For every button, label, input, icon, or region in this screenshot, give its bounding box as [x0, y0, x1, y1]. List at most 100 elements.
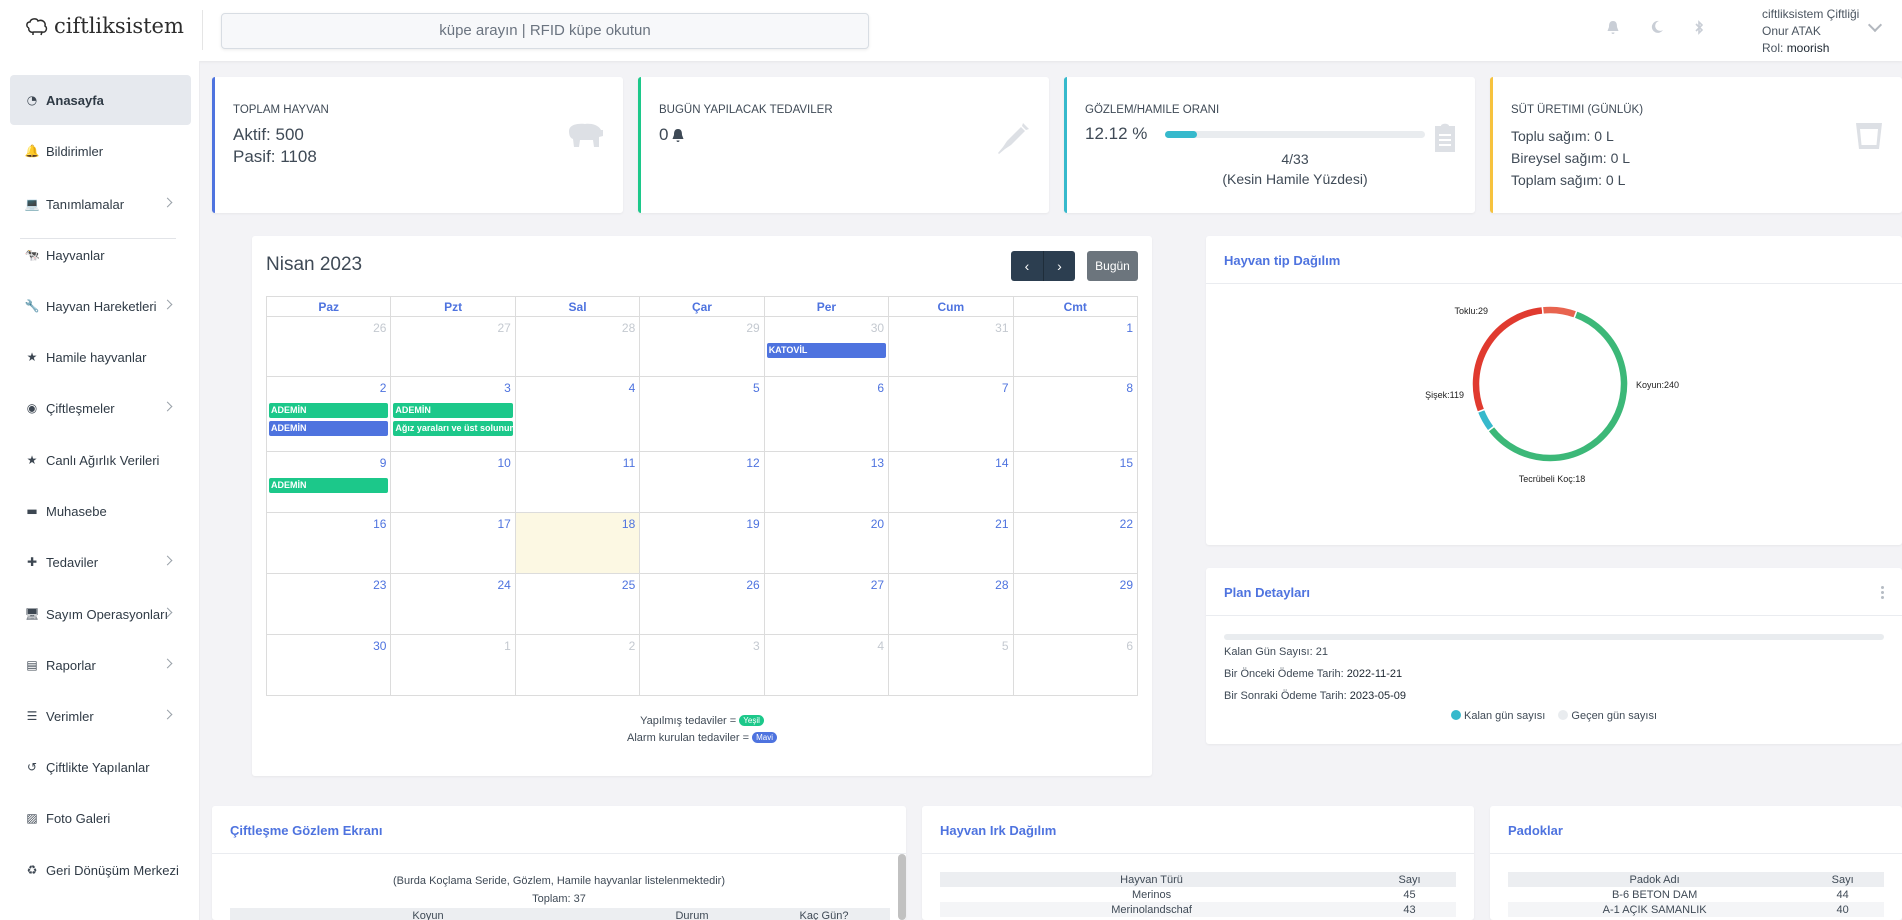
calendar-day[interactable]: 3 ADEMİN Ağız yaraları ve üst solunum	[390, 376, 516, 452]
calendar-day[interactable]: 24	[390, 573, 516, 635]
sidebar-item[interactable]: ↺ Çiftlikte Yapılanlar	[10, 742, 191, 792]
calendar-day[interactable]: 30 KATOVİL	[763, 316, 890, 377]
sidebar-item[interactable]: 🐄 Hayvanlar	[10, 230, 191, 280]
column-header[interactable]: Kaç Gün?	[758, 908, 890, 920]
calendar-event[interactable]: ADEMİN	[269, 421, 389, 436]
sidebar-item[interactable]: ☰ Verimler	[10, 691, 191, 741]
sidebar-item[interactable]: 🔔 Bildirimler	[10, 126, 191, 176]
calendar-day[interactable]: 20	[763, 512, 890, 574]
calendar-day[interactable]: 11	[514, 451, 641, 513]
calendar-day[interactable]: 12	[639, 451, 765, 513]
calendar-day[interactable]: 22	[1012, 512, 1139, 574]
calendar-day[interactable]: 1	[1012, 316, 1139, 377]
sidebar-item[interactable]: ◉ Çiftleşmeler	[10, 383, 191, 433]
day-number: 5	[1001, 639, 1009, 653]
milk-production-card: SÜT ÜRETIMI (GÜNLÜK) Toplu sağım: 0 L Bi…	[1490, 77, 1902, 213]
more-options-icon[interactable]	[1881, 586, 1884, 599]
pie-slice-koyun[interactable]	[1486, 309, 1629, 463]
brand-logo[interactable]: ciftliksistem	[24, 14, 184, 38]
user-role: moorish	[1786, 41, 1830, 55]
calendar-day[interactable]: 13	[763, 451, 890, 513]
sidebar-item[interactable]: 🖥 Sayım Operasyonları	[10, 589, 191, 639]
calendar-day[interactable]: 9 ADEMİN	[265, 451, 392, 513]
sidebar-item-label: Çiftlikte Yapılanlar	[46, 759, 150, 775]
sidebar-item[interactable]: ✚ Tedaviler	[10, 537, 191, 587]
calendar-day[interactable]: 4	[763, 634, 890, 696]
calendar-day[interactable]: 27	[390, 316, 516, 377]
calendar-day[interactable]: 29	[639, 316, 765, 377]
next-month-button[interactable]: ›	[1043, 251, 1075, 281]
legend-alarm-text: Alarm kurulan tedaviler =	[627, 732, 750, 744]
calendar-day[interactable]: 15	[1012, 451, 1139, 513]
day-number: 18	[621, 517, 636, 531]
calendar-day[interactable]: 18	[514, 512, 641, 574]
calendar-day[interactable]: 7	[888, 376, 1014, 452]
calendar-day[interactable]: 17	[390, 512, 516, 574]
calendar-event[interactable]: KATOVİL	[766, 343, 887, 358]
chevron-down-icon[interactable]	[1867, 17, 1883, 33]
calendar-day[interactable]: 28	[514, 316, 641, 377]
calendar-day[interactable]: 2 ADEMİN ADEMİN	[265, 376, 392, 452]
calendar-day[interactable]: 5	[888, 634, 1014, 696]
sidebar-item[interactable]: ♻ Geri Dönüşüm Merkezi	[10, 845, 191, 895]
calendar-day[interactable]: 27	[763, 573, 890, 635]
calendar-day[interactable]: 8	[1012, 376, 1139, 452]
prev-month-button[interactable]: ‹	[1011, 251, 1043, 281]
sidebar-item[interactable]: ★ Hamile hayvanlar	[10, 332, 191, 382]
pie-slice-toklu[interactable]	[1541, 305, 1578, 320]
bluetooth-icon[interactable]	[1690, 20, 1708, 38]
calendar-day[interactable]: 5	[639, 376, 765, 452]
user-menu[interactable]: ciftliksistem Çiftliği Onur ATAK Rol: mo…	[1762, 6, 1859, 57]
calendar-day[interactable]: 2	[514, 634, 641, 696]
calendar-day[interactable]: 10	[390, 451, 516, 513]
column-header[interactable]: Koyun	[230, 908, 626, 920]
calendar-day[interactable]: 31	[888, 316, 1014, 377]
sidebar-item[interactable]: 💻 Tanımlamalar	[10, 179, 191, 229]
calendar-day[interactable]: 14	[888, 451, 1014, 513]
calendar-day[interactable]: 26	[265, 316, 392, 377]
weekday-header: Paz	[265, 296, 392, 317]
calendar-week: 2 ADEMİN ADEMİN 3 ADEMİN Ağız yaraları ve üst…	[265, 376, 1139, 452]
day-number: 30	[870, 321, 885, 335]
calendar-event[interactable]: Ağız yaraları ve üst solunum	[393, 421, 513, 436]
calendar-day[interactable]: 23	[265, 573, 392, 635]
day-number: 3	[504, 381, 511, 395]
bell-icon[interactable]	[1604, 20, 1622, 38]
calendar-event[interactable]: ADEMİN	[269, 478, 389, 493]
calendar-day[interactable]: 19	[639, 512, 765, 574]
sidebar-item[interactable]: ★ Canlı Ağırlık Verileri	[10, 435, 191, 485]
sidebar-item[interactable]: ◔ Anasayfa	[10, 75, 191, 125]
calendar-day[interactable]: 16	[265, 512, 392, 574]
calendar-day[interactable]: 1	[390, 634, 516, 696]
search-input[interactable]: küpe arayın | RFID küpe okutun	[221, 13, 869, 49]
today-button[interactable]: Bugün	[1087, 251, 1138, 281]
calendar-day[interactable]: 25	[514, 573, 641, 635]
sidebar-item-label: Bildirimler	[46, 143, 104, 159]
pregnancy-progress-bar	[1165, 131, 1425, 138]
day-number: 5	[753, 381, 760, 395]
calendar-day[interactable]: 3	[639, 634, 765, 696]
total-animals-card: TOPLAM HAYVAN Aktif: 500 Pasif: 1108	[212, 77, 623, 213]
calendar-day[interactable]: 28	[888, 573, 1014, 635]
calendar-day[interactable]: 6	[763, 376, 890, 452]
calendar-event[interactable]: ADEMİN	[393, 403, 513, 418]
calendar-day[interactable]: 30	[265, 634, 392, 696]
sidebar-item[interactable]: ▬ Muhasebe	[10, 486, 191, 536]
scrollbar[interactable]	[898, 854, 906, 920]
paddocks-card: Padoklar Padok Adı Sayı B-6 BETON DAM 44…	[1490, 806, 1902, 920]
column-header[interactable]: Durum	[626, 908, 758, 920]
sidebar-item[interactable]: ▤ Raporlar	[10, 640, 191, 690]
calendar-event[interactable]: ADEMİN	[269, 403, 389, 418]
calendar-day[interactable]: 4	[514, 376, 641, 452]
calendar-day[interactable]: 26	[639, 573, 765, 635]
sidebar-item[interactable]: ▨ Foto Galeri	[10, 793, 191, 843]
calendar-day[interactable]: 6	[1012, 634, 1139, 696]
sidebar-item[interactable]: 🔧 Hayvan Hareketleri	[10, 281, 191, 331]
calendar-day[interactable]: 21	[888, 512, 1014, 574]
list-icon: ☰	[26, 709, 38, 723]
calendar-day[interactable]: 29	[1012, 573, 1139, 635]
pie-slice-tecrbeliko[interactable]	[1476, 408, 1496, 433]
moon-icon[interactable]	[1648, 20, 1666, 38]
pie-label: Şişek:119	[1425, 390, 1464, 400]
pie-slice-iek[interactable]	[1471, 305, 1544, 414]
